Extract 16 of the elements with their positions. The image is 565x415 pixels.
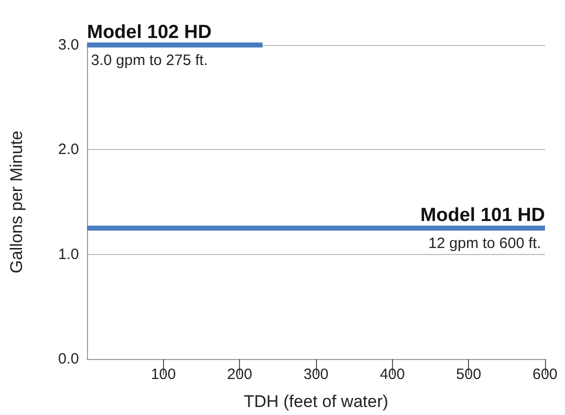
series-label: Model 102 HD	[87, 22, 212, 43]
series-label: Model 101 HD	[420, 205, 545, 226]
x-tick-label: 200	[227, 366, 252, 383]
y-tick-label: 3.0	[58, 36, 79, 54]
y-tick-label: 0.0	[58, 350, 79, 368]
y-axis-title: Gallons per Minute	[7, 130, 26, 274]
x-tick-label: 600	[532, 366, 558, 383]
x-tick-label: 400	[380, 366, 405, 383]
x-tick-label: 500	[456, 366, 482, 383]
x-tick-label: 300	[303, 366, 329, 383]
x-axis-title: TDH (feet of water)	[244, 392, 388, 411]
x-tick-label: 100	[150, 366, 176, 383]
annotation: 3.0 gpm to 275 ft.	[91, 52, 208, 69]
y-tick-label: 1.0	[58, 246, 79, 263]
y-tick-label: 2.0	[58, 141, 79, 158]
annotation: 12 gpm to 600 ft.	[428, 235, 541, 252]
